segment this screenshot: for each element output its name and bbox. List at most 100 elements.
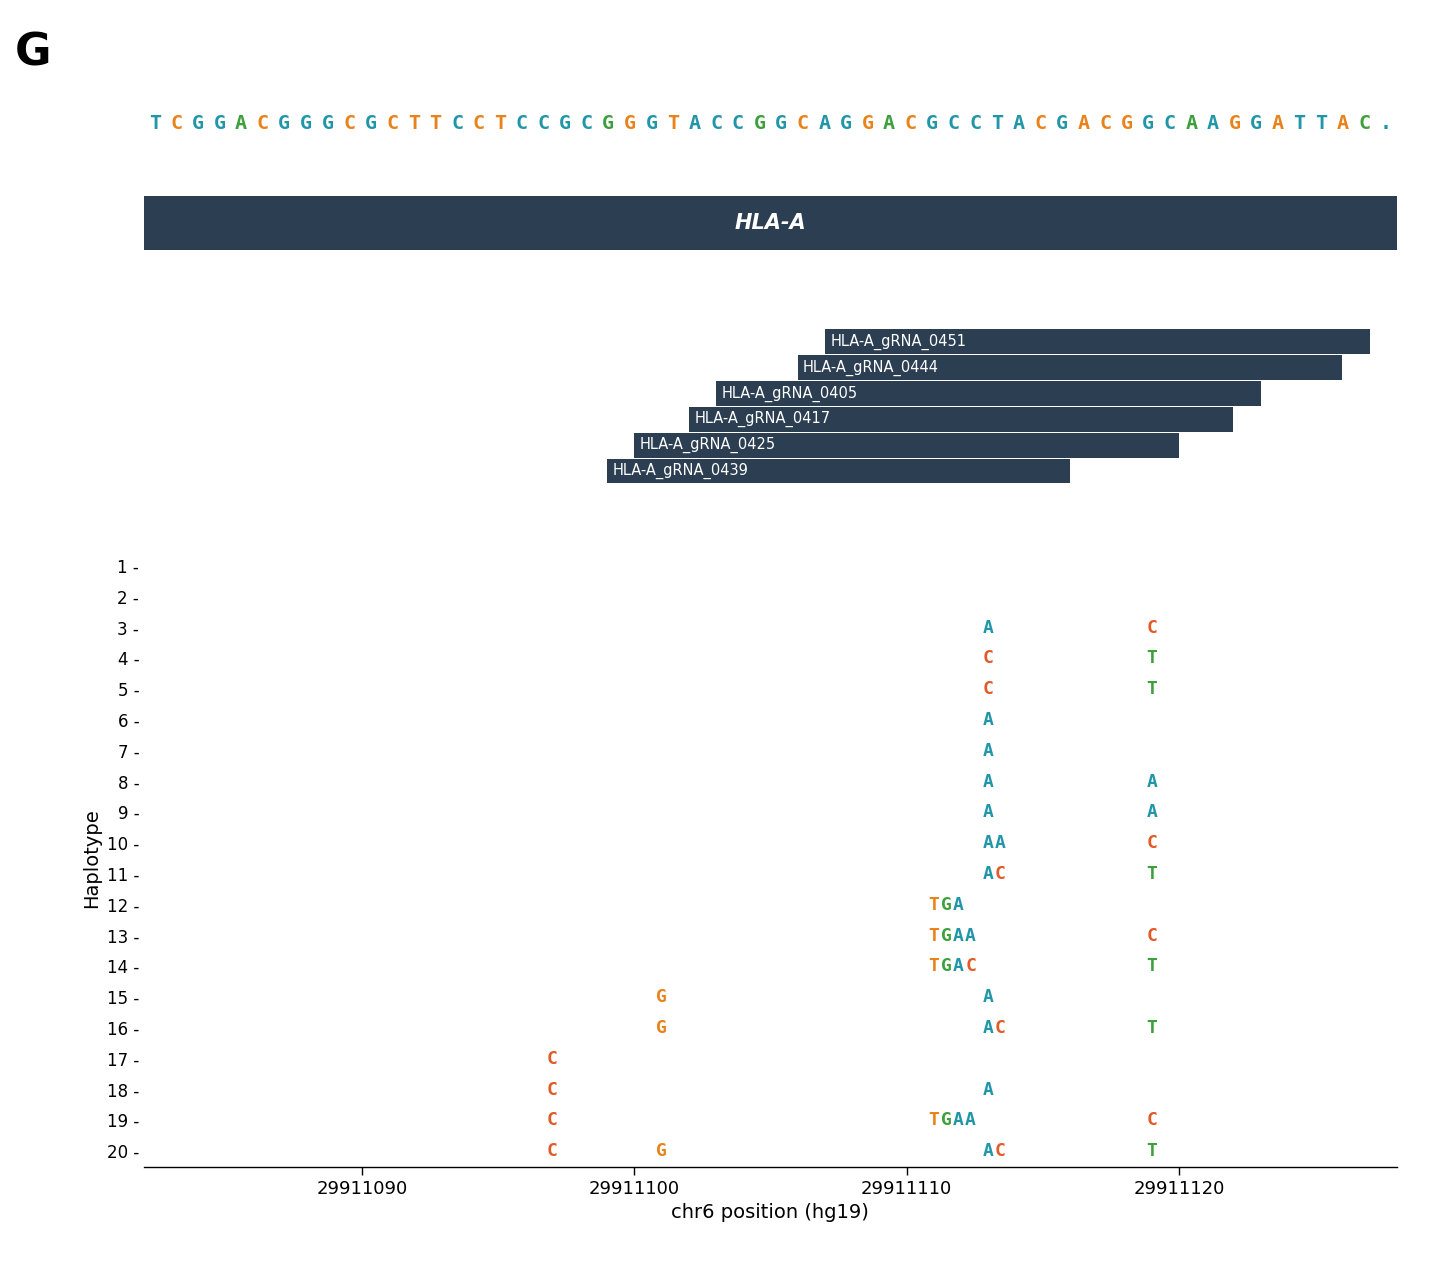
Text: G: G [657,988,667,1007]
X-axis label: chr6 position (hg19): chr6 position (hg19) [671,1203,870,1222]
Text: T: T [1315,114,1328,133]
Text: G: G [213,114,226,133]
Text: A: A [984,1080,994,1098]
Text: A: A [984,834,994,852]
Text: G: G [14,32,50,75]
Text: T: T [1293,114,1306,133]
Text: C: C [1146,619,1158,637]
Text: C: C [1146,927,1158,945]
Text: C: C [472,114,485,133]
Text: A: A [1272,114,1284,133]
Text: T: T [1146,1142,1158,1160]
Text: A: A [984,711,994,729]
Text: A: A [1146,804,1158,822]
Text: G: G [657,1142,667,1160]
Bar [634,432,1179,458]
Text: C: C [710,114,723,133]
Text: T: T [667,114,680,133]
Text: C: C [580,114,593,133]
Text: G: G [753,114,766,133]
Text: C: C [1164,114,1176,133]
Text: T: T [1146,680,1158,699]
Text: C: C [1358,114,1371,133]
Text: A: A [1185,114,1198,133]
Text: G: G [775,114,788,133]
Text: C: C [451,114,464,133]
Text: T: T [929,1111,939,1130]
Text: A: A [984,619,994,637]
Text: A: A [953,927,963,945]
Text: G: G [559,114,572,133]
Text: C: C [256,114,269,133]
Text: G: G [940,927,952,945]
Y-axis label: Haplotype: Haplotype [82,809,101,908]
Text: T: T [429,114,442,133]
Text: G: G [926,114,939,133]
Text: C: C [904,114,917,133]
Text: HLA-A_gRNA_0439: HLA-A_gRNA_0439 [612,463,749,479]
Text: G: G [192,114,204,133]
Text: HLA-A_gRNA_0405: HLA-A_gRNA_0405 [721,385,857,402]
Text: C: C [1034,114,1047,133]
Text: G: G [657,1019,667,1037]
Text: T: T [1146,649,1158,667]
Text: A: A [984,988,994,1007]
Text: T: T [148,114,161,133]
Text: C: C [995,1142,1007,1160]
Text: A: A [883,114,896,133]
Text: HLA-A_gRNA_0417: HLA-A_gRNA_0417 [694,411,831,427]
Text: C: C [547,1050,557,1068]
Text: T: T [929,927,939,945]
Text: C: C [995,865,1007,883]
Text: C: C [948,114,960,133]
Text: HLA-A_gRNA_0425: HLA-A_gRNA_0425 [639,437,776,453]
Text: G: G [1056,114,1068,133]
Text: T: T [494,114,507,133]
Bar [825,330,1369,354]
Text: G: G [1142,114,1155,133]
Text: HLA-A_gRNA_0451: HLA-A_gRNA_0451 [831,333,966,350]
Text: C: C [547,1142,557,1160]
Text: G: G [940,895,952,914]
Text: A: A [965,1111,976,1130]
Text: G: G [1120,114,1133,133]
Text: C: C [1099,114,1112,133]
Text: C: C [984,649,994,667]
Text: A: A [818,114,831,133]
Text: C: C [170,114,183,133]
Text: A: A [984,772,994,791]
Text: A: A [965,927,976,945]
Text: G: G [861,114,874,133]
Text: T: T [929,895,939,914]
Text: C: C [547,1111,557,1130]
Text: G: G [940,1111,952,1130]
Text: A: A [995,834,1007,852]
Text: T: T [408,114,420,133]
Text: G: G [364,114,377,133]
Text: G: G [645,114,658,133]
Text: A: A [688,114,701,133]
Text: T: T [1146,1019,1158,1037]
Text: C: C [796,114,809,133]
Text: C: C [984,680,994,699]
Bar [608,459,1070,483]
Text: C: C [1146,834,1158,852]
Text: A: A [1012,114,1025,133]
Text: A: A [984,865,994,883]
Text: C: C [995,1019,1007,1037]
Text: A: A [984,742,994,760]
Text: G: G [1228,114,1241,133]
Text: C: C [386,114,399,133]
Text: A: A [1207,114,1220,133]
Text: C: C [1146,1111,1158,1130]
Text: A: A [1077,114,1090,133]
Text: G: G [840,114,852,133]
Text: C: C [965,957,976,975]
Bar [798,355,1342,380]
Text: T: T [1146,957,1158,975]
Text: A: A [1336,114,1349,133]
Text: A: A [984,804,994,822]
Text: G: G [624,114,636,133]
Text: A: A [984,1019,994,1037]
Text: HLA-A_gRNA_0444: HLA-A_gRNA_0444 [804,360,939,375]
